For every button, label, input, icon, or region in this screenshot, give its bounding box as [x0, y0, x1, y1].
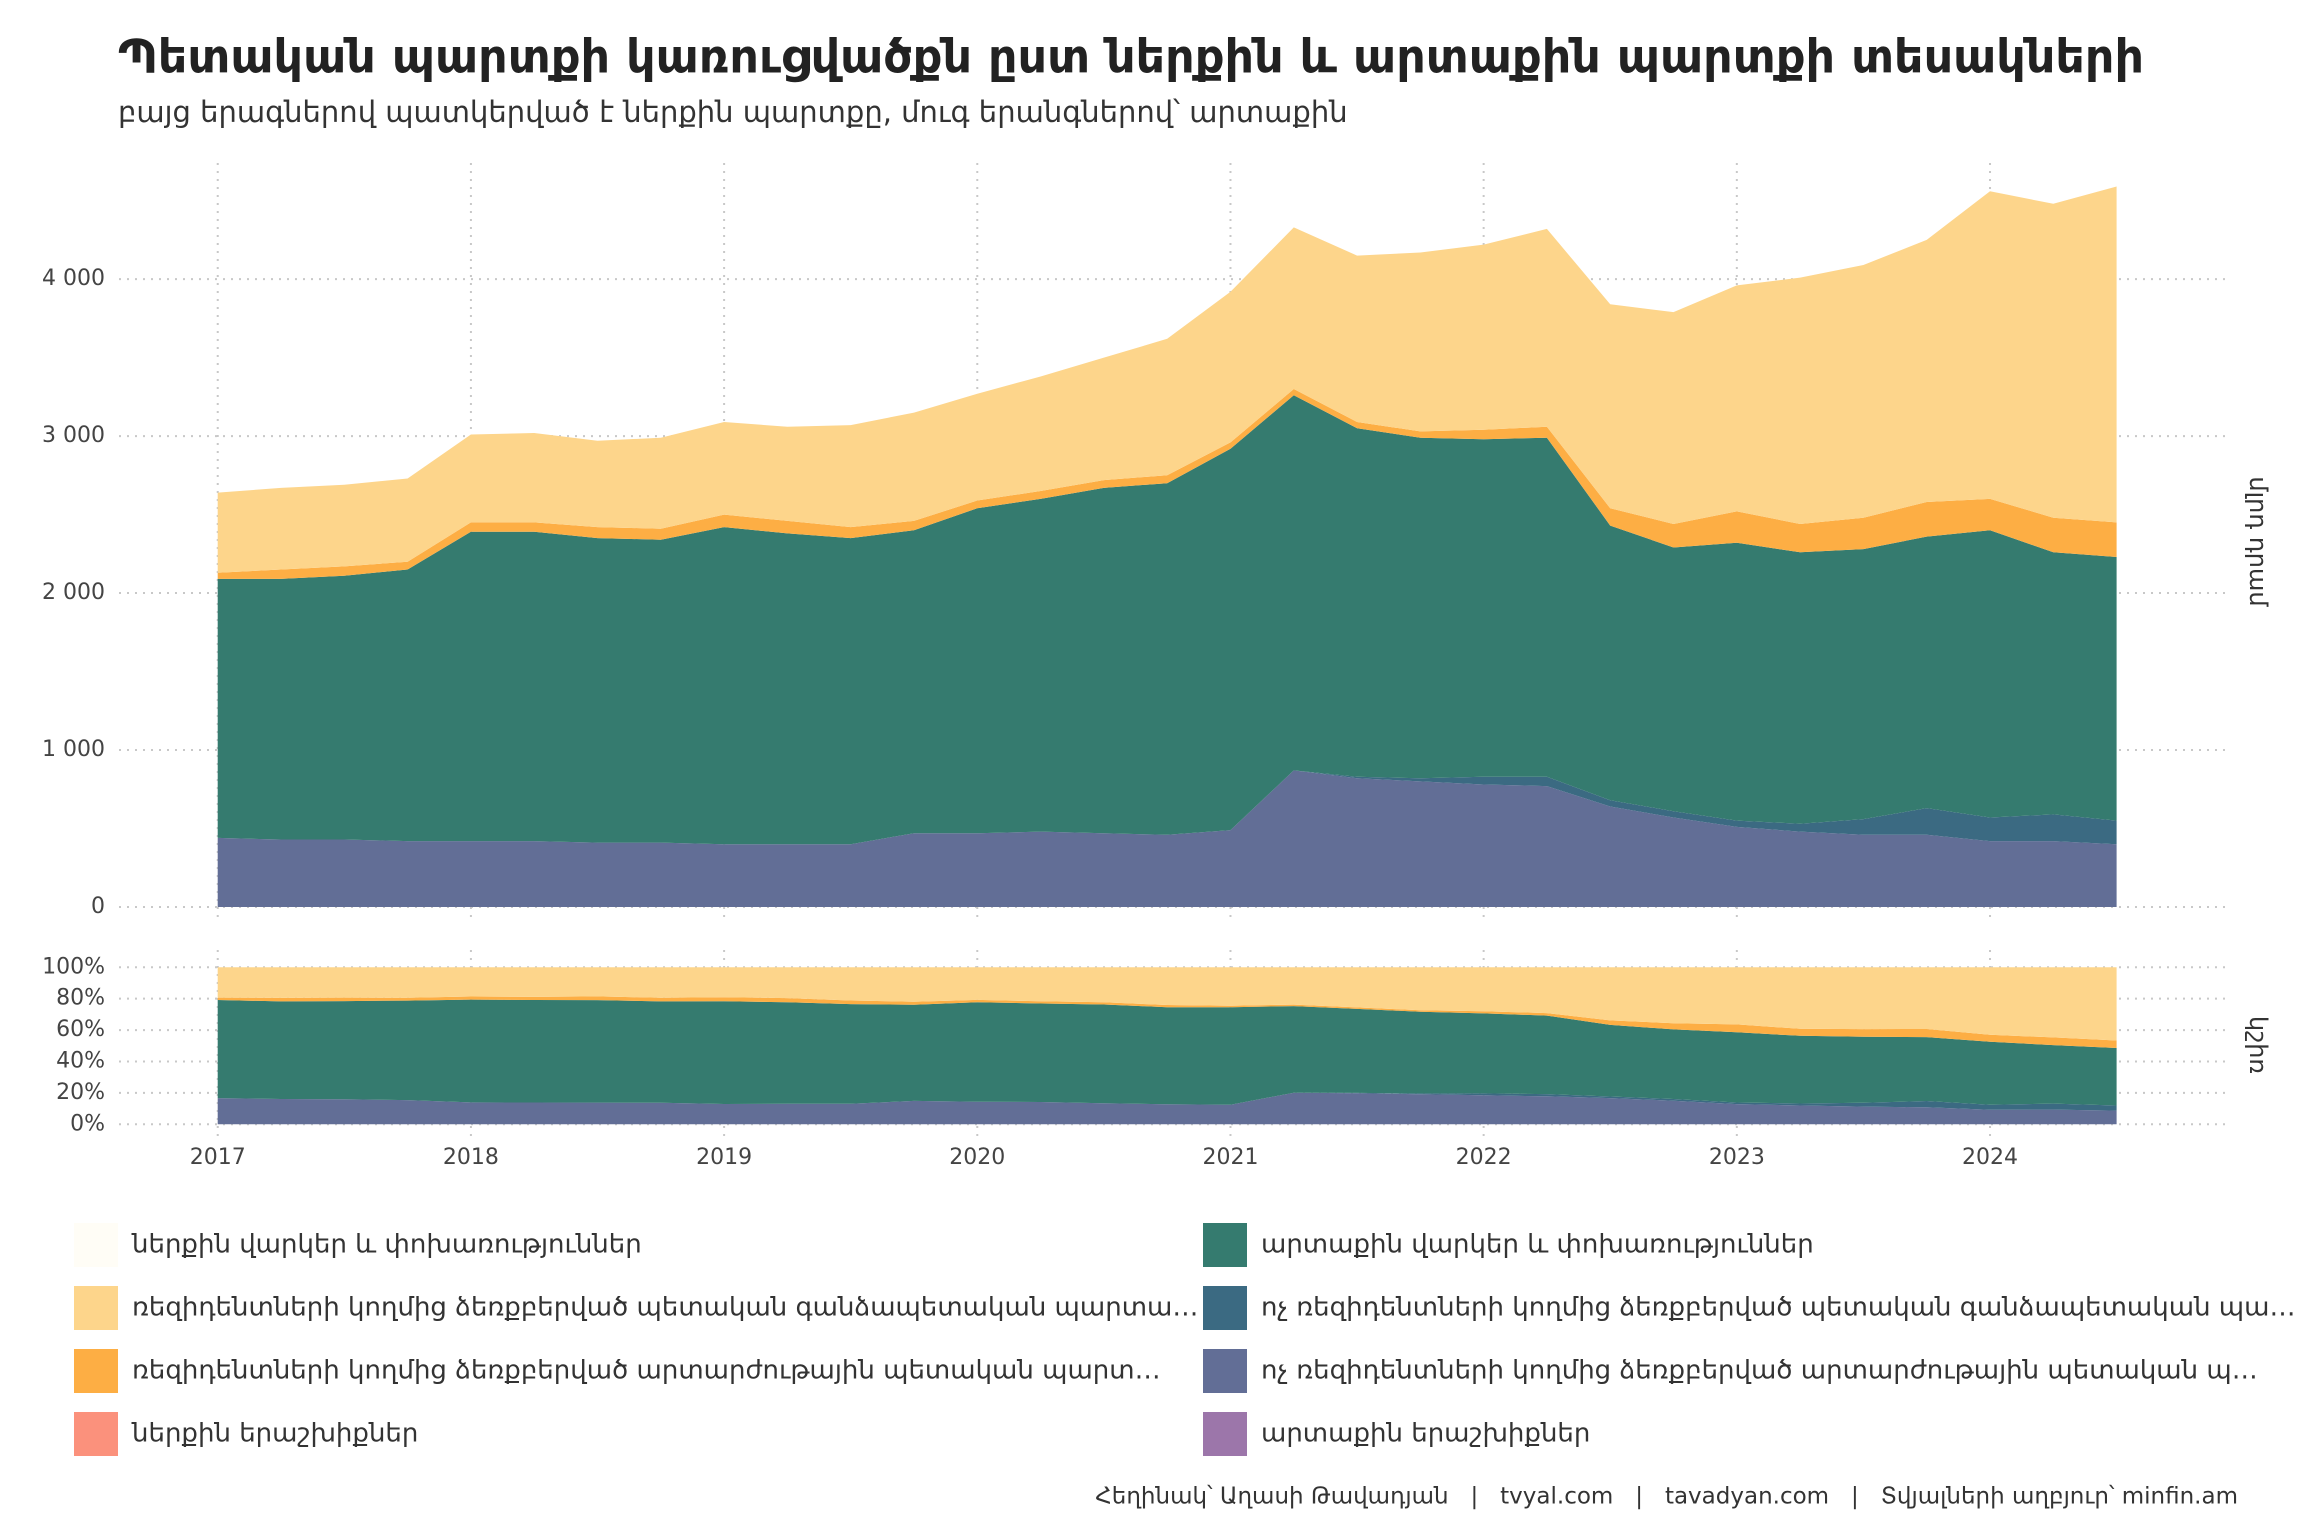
area — [217, 395, 2117, 845]
x-tick-label: 2023 — [1709, 1145, 1765, 1170]
legend-swatch — [1203, 1412, 1247, 1456]
caption: Հեղինակ՝ Աղասի Թավադյան | tvyal.com | ta… — [1095, 1484, 2238, 1510]
y-tick-label: 60% — [56, 1017, 105, 1042]
y-tick-label: 0% — [70, 1111, 105, 1136]
area — [217, 967, 2117, 1041]
legend-swatch — [1203, 1286, 1247, 1330]
panel: 0 1 000 2 000 3 000 4 000 — [42, 163, 2228, 920]
legend-label: ներքին երաշխիքներ — [131, 1419, 418, 1449]
panel-label: կշիռ — [2244, 1016, 2272, 1074]
legend-swatch — [74, 1349, 118, 1393]
chart-subtitle: բայց երագներով պատկերված է ներքին պարտքը… — [118, 95, 1348, 129]
chart-title: Պետական պարտքի կառուցվածքն ըստ ներքին և … — [118, 30, 2144, 84]
panel-label: մլրդ դրամ — [2244, 476, 2272, 607]
area — [217, 389, 2117, 579]
y-tick-label: 0 — [91, 894, 105, 919]
legend-swatch — [74, 1412, 118, 1456]
area — [217, 770, 2117, 907]
y-tick-label: 3 000 — [42, 423, 105, 448]
y-tick-label: 40% — [56, 1048, 105, 1073]
legend-swatch — [74, 1286, 118, 1330]
legend-label: ներքին վարկեր և փոխառություններ — [131, 1230, 642, 1260]
x-tick-label: 2017 — [190, 1145, 246, 1170]
area — [217, 999, 2117, 1106]
legend-swatch — [1203, 1349, 1247, 1393]
legend-label: արտաքին վարկեր և փոխառություններ — [1261, 1230, 1814, 1260]
y-tick-label: 2 000 — [42, 580, 105, 605]
area — [217, 1092, 2117, 1125]
panel: 0% 20% 40% 60% 80% 100% — [42, 950, 2228, 1140]
legend-label: ռեզիդենտների կողմից ձեռքբերված պետական գ… — [132, 1293, 1198, 1323]
x-tick-label: 2021 — [1202, 1145, 1258, 1170]
area — [217, 996, 2117, 1048]
y-tick-label: 100% — [42, 954, 105, 979]
legend-label: ռեզիդենտների կողմից ձեռքբերված արտարժութ… — [132, 1356, 1161, 1386]
area — [217, 186, 2117, 573]
y-tick-label: 20% — [56, 1080, 105, 1105]
legend-label: արտաքին երաշխիքներ — [1261, 1419, 1590, 1449]
y-tick-label: 1 000 — [42, 737, 105, 762]
x-tick-label: 2020 — [949, 1145, 1005, 1170]
legend-swatch — [74, 1223, 118, 1267]
x-tick-label: 2024 — [1962, 1145, 2018, 1170]
x-tick-label: 2019 — [696, 1145, 752, 1170]
x-tick-label: 2018 — [443, 1145, 499, 1170]
legend-label: ոչ ռեզիդենտների կողմից ձեռքբերված պետակա… — [1261, 1293, 2295, 1323]
y-tick-label: 80% — [56, 986, 105, 1011]
legend-swatch — [1203, 1223, 1247, 1267]
y-tick-label: 4 000 — [42, 266, 105, 291]
x-tick-label: 2022 — [1456, 1145, 1512, 1170]
legend-label: ոչ ռեզիդենտների կողմից ձեռքբերված արտարժ… — [1261, 1356, 2258, 1386]
